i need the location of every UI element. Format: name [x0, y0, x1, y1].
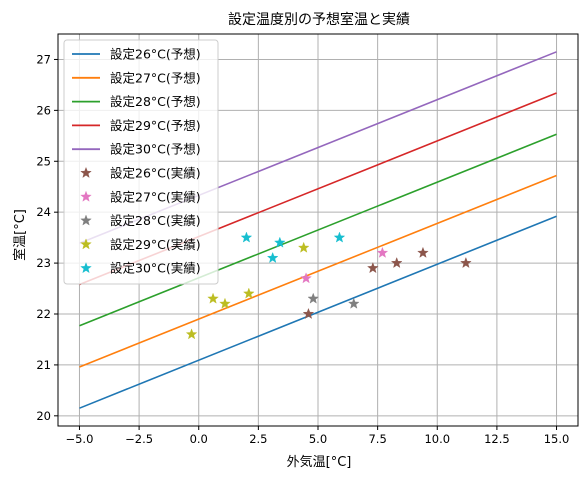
legend-star-swatch: [80, 214, 92, 226]
y-tick-label: 26: [36, 103, 51, 117]
x-tick-label: 2.5: [249, 432, 267, 446]
legend-star-swatch: [80, 166, 92, 178]
data-point-5: [417, 246, 429, 258]
series-line-2: [79, 133, 557, 327]
legend-label: 設定28°C(予想): [110, 94, 201, 109]
data-point-5: [460, 257, 472, 269]
legend-label: 設定26°C(実績): [110, 166, 201, 181]
data-point-9: [240, 231, 253, 243]
data-point-9: [333, 231, 346, 243]
legend-label: 設定28°C(実績): [110, 213, 201, 228]
legend-label: 設定30°C(予想): [110, 142, 201, 157]
x-tick-label: −5.0: [65, 432, 93, 446]
data-point-8: [207, 292, 219, 304]
series-points: [185, 231, 472, 340]
x-axis-label: 外気温[°C]: [287, 454, 352, 470]
legend-label: 設定27°C(実績): [110, 189, 201, 204]
x-tick-label: 5.0: [309, 432, 327, 446]
legend-star-swatch: [80, 190, 92, 202]
legend-label: 設定29°C(予想): [110, 118, 201, 133]
data-point-7: [348, 297, 360, 309]
x-tick-label: −2.5: [125, 432, 153, 446]
legend: 設定26°C(予想) 設定27°C(予想) 設定28°C(予想) 設定29°C(予想)…: [63, 39, 219, 285]
data-point-8: [185, 328, 198, 340]
y-axis-label: 室温[°C]: [12, 209, 28, 261]
x-tick-label: 0.0: [190, 432, 208, 446]
legend-box: [63, 39, 219, 285]
legend-label: 設定29°C(実績): [110, 237, 201, 252]
y-tick-label: 21: [36, 358, 51, 372]
data-point-7: [307, 292, 320, 304]
x-axis-ticks: −5.0 −2.5 0.0 2.5 5.0 7.5 10.0 12.5 15.0: [65, 426, 569, 446]
data-point-8: [297, 241, 310, 253]
y-tick-label: 23: [36, 256, 51, 270]
y-axis-ticks: 20 21 22 23 24 25 26 27: [36, 52, 58, 423]
series-line-1: [79, 174, 557, 368]
y-tick-label: 25: [36, 154, 51, 168]
data-point-8: [219, 297, 231, 309]
data-point-5: [367, 262, 379, 274]
x-tick-label: 12.5: [484, 432, 510, 446]
legend-star-swatch: [80, 238, 92, 250]
y-tick-label: 20: [36, 409, 51, 423]
data-point-9: [266, 251, 279, 263]
data-point-6: [300, 272, 312, 284]
x-tick-label: 7.5: [368, 432, 386, 446]
legend-label: 設定30°C(実績): [110, 261, 201, 276]
data-point-5: [390, 257, 403, 269]
y-tick-label: 22: [36, 307, 51, 321]
legend-label: 設定26°C(予想): [110, 47, 201, 62]
chart-title: 設定温度別の予想室温と実績: [228, 11, 410, 28]
data-point-8: [243, 287, 255, 299]
legend-star-swatch: [80, 262, 92, 274]
x-tick-label: 10.0: [424, 432, 450, 446]
y-tick-label: 27: [36, 52, 51, 66]
data-point-6: [376, 246, 389, 258]
legend-label: 設定27°C(予想): [110, 70, 201, 85]
x-tick-label: 15.0: [544, 432, 570, 446]
y-tick-label: 24: [36, 205, 51, 219]
data-point-5: [302, 307, 315, 319]
series-line-0: [79, 215, 557, 409]
data-point-9: [274, 236, 286, 248]
